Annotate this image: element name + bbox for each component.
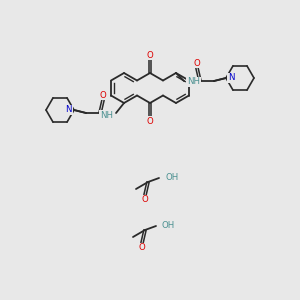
Text: O: O: [147, 116, 153, 125]
Text: O: O: [142, 196, 148, 205]
Text: OH: OH: [162, 220, 175, 230]
Text: NH: NH: [100, 110, 113, 119]
Text: N: N: [228, 74, 235, 82]
Text: O: O: [100, 91, 106, 100]
Text: N: N: [65, 106, 72, 115]
Text: OH: OH: [165, 172, 178, 182]
Text: NH: NH: [187, 77, 200, 86]
Text: O: O: [139, 244, 145, 253]
Text: O: O: [194, 58, 200, 68]
Text: O: O: [147, 50, 153, 59]
